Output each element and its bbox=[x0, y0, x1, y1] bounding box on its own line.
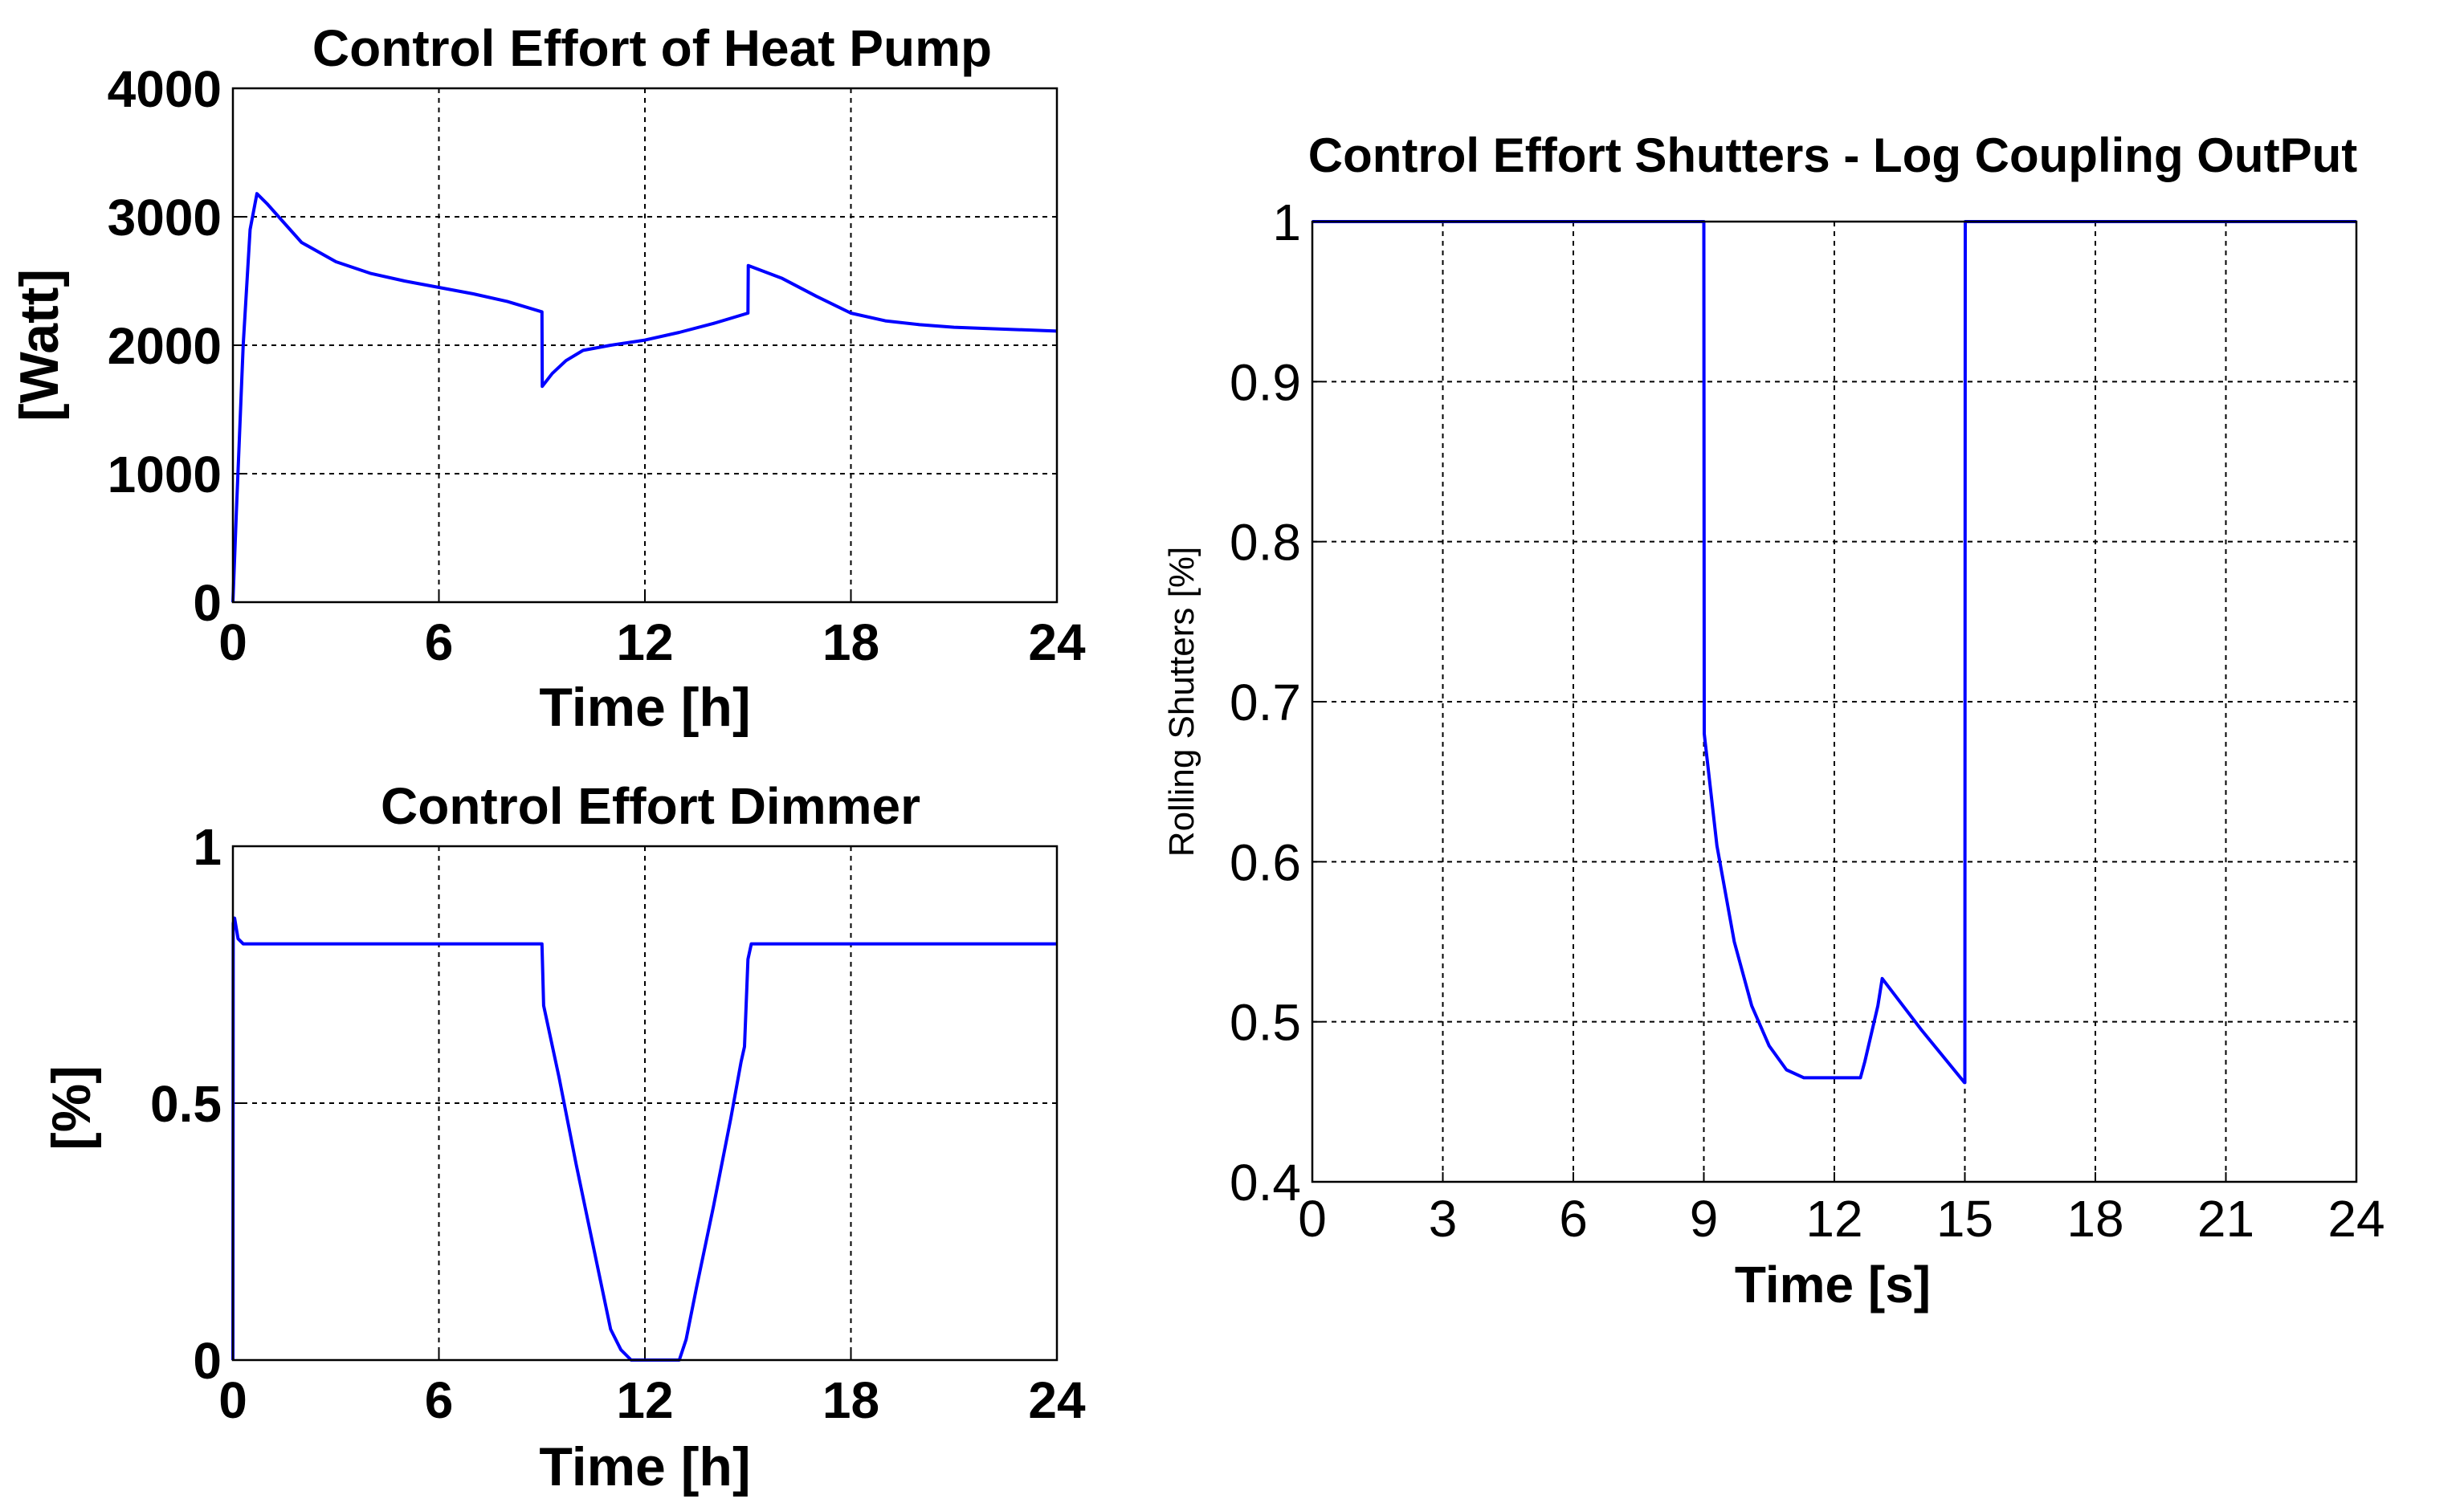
heat-pump-grid bbox=[232, 88, 1058, 603]
shutter-position-line bbox=[1312, 220, 2356, 1085]
shutters-y-tick-label: 0.5 bbox=[1230, 994, 1301, 1052]
shutters-x-label: Time [s] bbox=[1735, 1256, 1931, 1313]
heat-pump-x-tick-label: 6 bbox=[425, 613, 454, 671]
dimmer-x-tick-label: 24 bbox=[1028, 1371, 1086, 1429]
shutters-x-tick-label: 0 bbox=[1298, 1190, 1327, 1248]
heat-pump-y-tick-label: 4000 bbox=[108, 60, 222, 118]
dimmer-x-tick-label: 18 bbox=[822, 1371, 879, 1429]
dimmer-x-tick-label: 6 bbox=[425, 1371, 454, 1429]
shutters-y-ticks: 0.4 0.5 0.6 0.7 0.8 0.9 1 bbox=[1230, 193, 1301, 1212]
dimmer-plot-frame bbox=[231, 845, 1059, 1362]
heat-pump-y-tick-label: 1000 bbox=[108, 446, 222, 503]
shutters-x-tick-label: 6 bbox=[1559, 1190, 1588, 1248]
shutters-x-ticks: 0 3 6 9 12 15 18 21 24 bbox=[1298, 1190, 2384, 1248]
dimmer-y-tick-label: 1 bbox=[193, 818, 222, 876]
heat-pump-power-line bbox=[231, 192, 1058, 603]
heat-pump-y-tick-label: 0 bbox=[193, 574, 222, 632]
heat-pump-x-tick-label: 0 bbox=[218, 613, 247, 671]
dimmer-title: Control Effort Dimmer bbox=[381, 777, 920, 835]
shutters-x-tick-label: 21 bbox=[2197, 1190, 2254, 1248]
shutters-x-tick-label: 15 bbox=[1936, 1190, 1993, 1248]
shutters-grid bbox=[1312, 221, 2357, 1183]
shutters-y-tick-label: 0.9 bbox=[1230, 353, 1301, 411]
shutters-y-label: Rolling Shutters [%] bbox=[1162, 547, 1201, 857]
heat-pump-y-label: [Watt] bbox=[9, 269, 70, 422]
dimmer-y-tick-label: 0 bbox=[193, 1332, 222, 1390]
shutters-chart: Control Effort Shutters - Log Coupling O… bbox=[1162, 128, 2385, 1313]
dimmer-y-ticks: 00.51 bbox=[150, 818, 222, 1390]
shutters-y-tick-label: 0.4 bbox=[1230, 1154, 1301, 1212]
shutters-plot-frame bbox=[1311, 220, 2358, 1183]
heat-pump-y-tick-label: 3000 bbox=[108, 189, 222, 246]
heat-pump-x-label: Time [h] bbox=[539, 677, 750, 738]
shutters-y-tick-label: 1 bbox=[1272, 193, 1301, 251]
shutters-y-tick-label: 0.8 bbox=[1230, 514, 1301, 572]
dimmer-x-ticks: 0 6 12 18 24 bbox=[218, 1371, 1086, 1429]
heat-pump-x-tick-label: 18 bbox=[822, 613, 879, 671]
heat-pump-title: Control Effort of Heat Pump bbox=[312, 19, 992, 77]
shutters-x-tick-label: 3 bbox=[1429, 1190, 1458, 1248]
dimmer-x-tick-label: 0 bbox=[218, 1371, 247, 1429]
shutters-title: Control Effort Shutters - Log Coupling O… bbox=[1308, 128, 2357, 182]
shutters-y-tick-label: 0.7 bbox=[1230, 674, 1301, 731]
dimmer-x-tick-label: 12 bbox=[616, 1371, 673, 1429]
heat-pump-plot-frame bbox=[231, 87, 1059, 604]
dimmer-y-tick-label: 0.5 bbox=[150, 1075, 222, 1133]
dimmer-y-label: [%] bbox=[41, 1065, 102, 1151]
shutters-x-tick-label: 18 bbox=[2066, 1190, 2123, 1248]
dimmer-grid bbox=[232, 845, 1058, 1361]
heat-pump-y-ticks: 0 1000 2000 3000 4000 bbox=[108, 60, 222, 632]
heat-pump-chart: Control Effort of Heat Pump 0 1000 2000 300… bbox=[9, 19, 1086, 738]
heat-pump-x-tick-label: 12 bbox=[616, 613, 673, 671]
heat-pump-x-ticks: 0 6 12 18 24 bbox=[218, 613, 1086, 671]
heat-pump-y-tick-label: 2000 bbox=[108, 317, 222, 375]
shutters-x-tick-label: 9 bbox=[1690, 1190, 1719, 1248]
dimmer-x-label: Time [h] bbox=[539, 1436, 750, 1497]
shutters-x-tick-label: 12 bbox=[1805, 1190, 1862, 1248]
dimmer-chart: Control Effort Dimmer 00.51 0 6 12 18 24 Tim… bbox=[41, 777, 1086, 1497]
shutters-y-tick-label: 0.6 bbox=[1230, 833, 1301, 891]
heat-pump-x-tick-label: 24 bbox=[1028, 613, 1086, 671]
shutters-x-tick-label: 24 bbox=[2327, 1190, 2384, 1248]
